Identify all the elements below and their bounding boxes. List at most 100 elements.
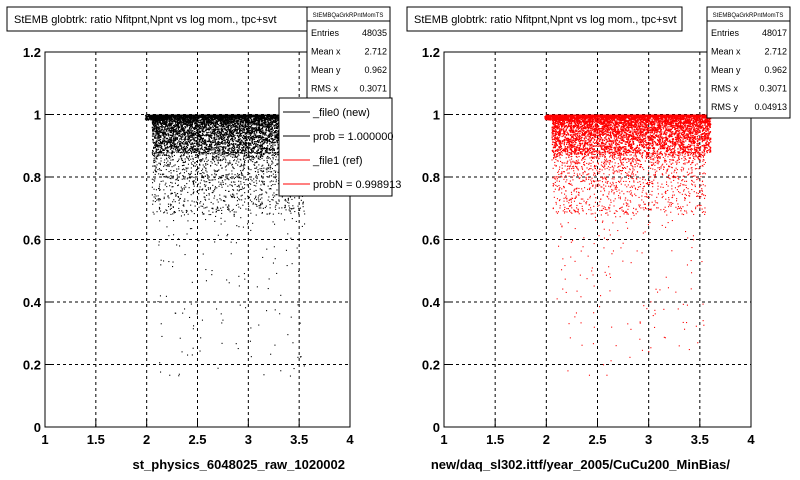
- data-point: [196, 144, 198, 146]
- data-point: [207, 127, 209, 129]
- data-point: [256, 119, 258, 121]
- data-point: [217, 118, 219, 121]
- data-point: [213, 129, 215, 132]
- data-point: [254, 127, 256, 129]
- data-point: [263, 116, 265, 118]
- data-point: [174, 139, 177, 142]
- data-point: [247, 131, 249, 133]
- data-point: [236, 129, 238, 131]
- data-point: [154, 122, 156, 124]
- data-point: [217, 126, 219, 129]
- data-point: [187, 140, 190, 143]
- data-point: [229, 130, 231, 132]
- data-point: [260, 145, 262, 147]
- data-point: [159, 150, 161, 153]
- data-point: [233, 149, 235, 151]
- left-title: StEMB globtrk: ratio Nfitpnt,Npnt vs log…: [14, 14, 277, 26]
- data-point: [219, 122, 221, 124]
- data-point: [152, 150, 154, 152]
- data-point: [188, 129, 190, 131]
- data-point: [159, 135, 161, 137]
- data-point: [274, 131, 276, 133]
- data-point: [271, 118, 273, 120]
- data-point: [161, 126, 163, 128]
- data-point: [201, 118, 203, 121]
- data-point: [162, 134, 165, 136]
- data-point: [234, 123, 236, 125]
- data-point: [214, 151, 216, 154]
- data-point: [177, 141, 179, 144]
- data-point: [166, 140, 168, 143]
- data-point: [227, 136, 229, 138]
- data-point: [253, 136, 255, 138]
- data-point: [167, 146, 169, 148]
- data-point: [254, 133, 256, 135]
- data-point: [220, 138, 223, 141]
- data-point: [215, 138, 217, 141]
- data-point: [221, 123, 223, 125]
- data-point: [183, 133, 186, 136]
- data-point: [157, 146, 159, 148]
- data-point: [163, 136, 165, 138]
- data-point: [249, 117, 251, 119]
- data-point: [217, 123, 220, 126]
- data-point: [154, 143, 157, 145]
- data-point: [274, 138, 276, 140]
- data-point: [155, 126, 158, 128]
- data-point: [260, 142, 262, 144]
- data-point: [162, 131, 164, 133]
- data-point: [239, 131, 241, 133]
- data-point: [203, 121, 205, 124]
- data-point: [242, 129, 244, 131]
- data-point: [226, 128, 228, 131]
- data-point: [180, 133, 182, 136]
- data-point: [194, 131, 196, 133]
- data-point: [201, 124, 204, 126]
- data-point: [169, 146, 171, 148]
- data-point: [216, 126, 218, 128]
- data-point: [267, 152, 269, 154]
- data-point: [239, 128, 241, 130]
- data-point: [213, 138, 215, 140]
- data-point: [176, 132, 179, 134]
- data-point: [262, 143, 264, 145]
- data-point: [187, 118, 189, 120]
- data-point: [226, 118, 228, 120]
- data-point: [253, 132, 255, 134]
- data-point: [242, 121, 244, 123]
- data-point: [193, 118, 195, 121]
- data-point: [162, 148, 164, 151]
- data-point: [155, 133, 157, 135]
- data-point: [265, 129, 267, 131]
- data-point: [256, 129, 259, 131]
- data-point: [194, 132, 197, 134]
- data-point: [256, 145, 258, 147]
- data-point: [215, 124, 217, 126]
- data-point: [220, 123, 222, 125]
- data-point: [244, 139, 246, 142]
- data-point: [173, 141, 175, 143]
- data-point: [254, 117, 256, 120]
- data-point: [236, 125, 238, 127]
- data-point: [224, 119, 226, 122]
- data-point: [224, 122, 226, 124]
- data-point: [157, 129, 159, 131]
- data-point: [166, 150, 169, 153]
- data-point: [226, 130, 229, 133]
- data-point: [195, 126, 197, 128]
- data-point: [268, 129, 270, 131]
- data-point: [201, 134, 204, 137]
- data-point: [193, 115, 195, 117]
- data-point: [238, 139, 240, 141]
- data-point: [265, 117, 267, 119]
- data-point: [160, 146, 162, 149]
- data-point: [209, 123, 212, 126]
- data-point: [211, 137, 213, 139]
- data-point: [175, 127, 178, 129]
- data-point: [243, 129, 246, 131]
- data-point: [270, 145, 272, 147]
- data-point: [177, 115, 179, 117]
- data-point: [246, 127, 248, 129]
- data-point: [260, 140, 263, 142]
- data-point: [205, 117, 207, 119]
